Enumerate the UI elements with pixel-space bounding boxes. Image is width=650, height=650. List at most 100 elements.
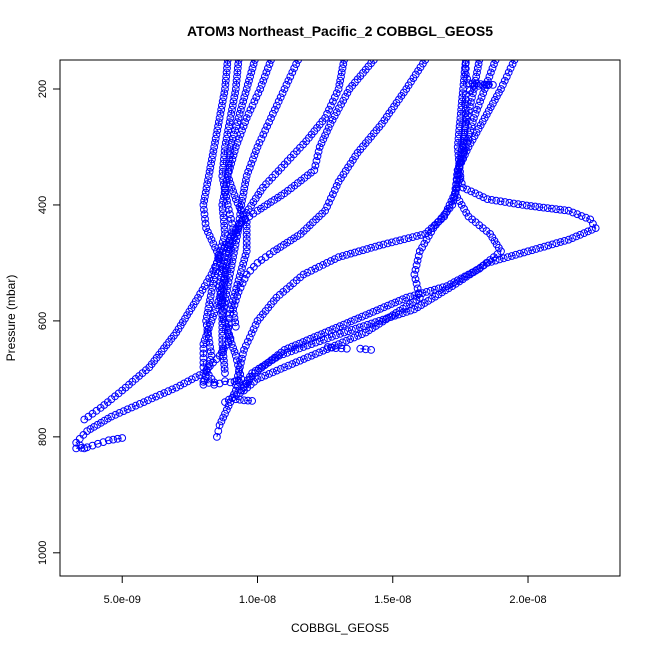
data-point — [218, 311, 227, 320]
data-point — [217, 105, 226, 114]
data-point — [235, 134, 243, 143]
data-point — [250, 60, 259, 64]
data-point — [234, 114, 243, 122]
data-point — [223, 60, 232, 68]
data-point — [211, 134, 220, 143]
data-point — [453, 143, 462, 151]
data-point — [334, 85, 343, 93]
data-point — [503, 253, 512, 262]
data-point — [227, 301, 236, 310]
data-point — [418, 243, 427, 252]
data-point — [206, 163, 215, 172]
data-point — [520, 248, 528, 257]
data-point — [239, 188, 248, 197]
data-point — [460, 130, 469, 139]
data-point — [218, 205, 227, 214]
data-point — [479, 193, 488, 202]
data-point — [413, 256, 422, 265]
data-point — [311, 350, 320, 358]
data-point — [222, 72, 231, 81]
data-point — [265, 118, 274, 126]
data-point — [455, 126, 464, 135]
data-point — [271, 105, 279, 114]
data-point — [342, 336, 351, 345]
data-point — [334, 340, 343, 349]
series-8 — [218, 60, 348, 308]
data-point — [372, 306, 381, 315]
data-point — [218, 97, 227, 106]
data-point — [411, 266, 420, 274]
data-point — [383, 239, 392, 248]
data-point — [501, 198, 509, 206]
data-point — [233, 292, 242, 301]
data-point — [276, 93, 285, 102]
data-point — [237, 105, 245, 114]
data-point — [471, 109, 480, 118]
data-point — [344, 327, 352, 336]
data-point — [475, 191, 484, 200]
data-point — [415, 247, 424, 256]
data-point — [259, 76, 268, 85]
data-point — [426, 286, 435, 295]
data-point — [211, 262, 220, 271]
data-point — [336, 330, 344, 338]
data-point — [220, 188, 229, 197]
data-point — [556, 238, 565, 246]
data-point — [228, 134, 237, 143]
data-point — [201, 188, 210, 197]
data-point — [459, 80, 468, 89]
data-point — [204, 172, 213, 180]
data-point — [237, 201, 246, 209]
data-point — [231, 351, 240, 360]
data-point — [242, 226, 251, 235]
data-point — [516, 249, 524, 258]
data-point — [176, 381, 185, 390]
data-point — [587, 225, 596, 234]
data-point — [454, 138, 463, 147]
data-point — [230, 314, 239, 322]
data-point — [218, 238, 227, 247]
data-point — [470, 114, 478, 122]
data-point — [461, 70, 470, 79]
data-point — [204, 379, 213, 387]
data-point — [335, 104, 343, 113]
data-point — [203, 325, 212, 334]
data-point — [118, 434, 127, 442]
data-point — [300, 355, 308, 363]
data-point — [215, 421, 224, 430]
data-point — [321, 131, 330, 140]
data-point — [214, 427, 223, 436]
data-point — [215, 379, 224, 388]
data-point — [484, 81, 493, 90]
data-point — [220, 283, 228, 291]
data-point — [156, 390, 165, 399]
data-point — [210, 378, 219, 387]
data-point — [225, 245, 234, 254]
series-16 — [199, 376, 243, 388]
data-point — [328, 332, 336, 341]
data-point — [251, 321, 260, 329]
data-point — [205, 167, 214, 176]
data-point — [209, 313, 217, 321]
data-point — [219, 413, 228, 422]
data-point — [249, 325, 258, 334]
data-point — [325, 198, 333, 207]
data-point — [223, 60, 232, 64]
data-point — [334, 253, 343, 262]
data-point — [414, 252, 423, 260]
data-point — [584, 227, 592, 236]
data-point — [361, 345, 370, 354]
data-point — [104, 436, 113, 445]
data-point — [495, 255, 504, 264]
data-point — [223, 172, 232, 180]
data-point — [219, 291, 228, 300]
data-point — [463, 185, 472, 194]
data-point — [460, 134, 468, 143]
data-point — [240, 184, 249, 193]
data-point — [548, 240, 557, 249]
data-point — [267, 114, 275, 122]
data-point — [242, 243, 251, 252]
data-point — [234, 222, 243, 231]
data-point — [119, 407, 128, 416]
data-point — [336, 322, 344, 331]
